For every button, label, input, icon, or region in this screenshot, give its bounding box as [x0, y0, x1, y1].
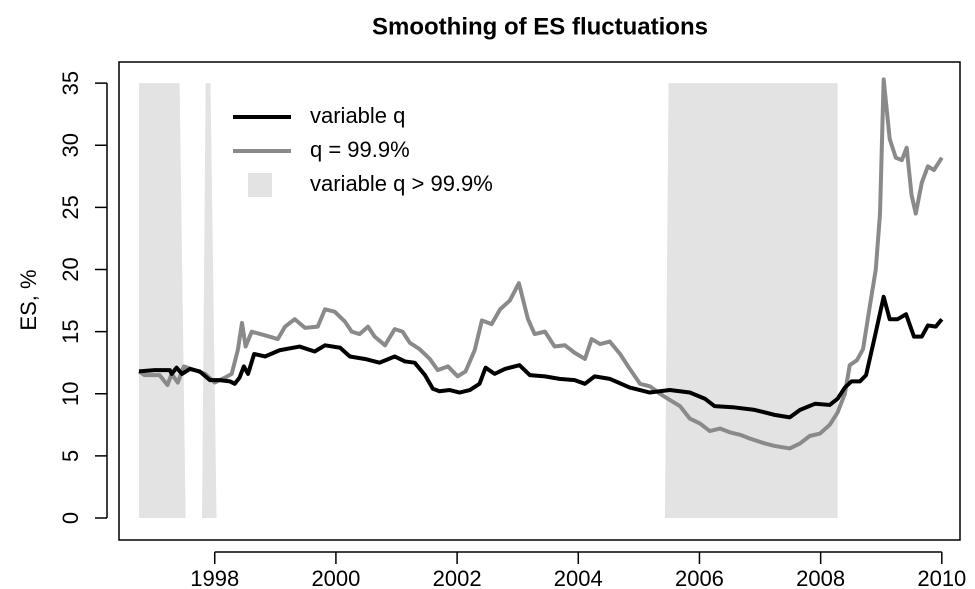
line: [138, 294, 944, 420]
y-axis-label: ES, %: [16, 269, 41, 330]
plot-frame: [118, 61, 961, 541]
legend-label: variable q: [310, 103, 405, 128]
x-tick-label: 2006: [675, 566, 724, 589]
legend-label: variable q > 99.9%: [310, 171, 493, 196]
legend-swatch: [248, 173, 272, 197]
chart-title: Smoothing of ES fluctuations: [372, 13, 708, 40]
x-tick-label: 1998: [190, 566, 239, 589]
y-tick-label: 30: [58, 133, 83, 157]
y-tick-label: 15: [58, 319, 83, 343]
y-tick-label: 35: [58, 71, 83, 95]
x-tick-label: 2010: [917, 566, 966, 589]
shaded-region: [138, 83, 186, 519]
y-tick-label: 0: [58, 512, 83, 524]
shaded-region: [202, 83, 217, 519]
y-tick-label: 5: [58, 450, 83, 462]
line: [137, 77, 944, 451]
y-tick-label: 20: [58, 257, 83, 281]
legend-label: q = 99.9%: [310, 137, 410, 162]
shaded-region: [664, 83, 838, 519]
y-tick-label: 10: [58, 382, 83, 406]
x-tick-label: 2002: [433, 566, 482, 589]
y-tick-label: 25: [58, 195, 83, 219]
x-tick-label: 2000: [311, 566, 360, 589]
x-tick-label: 2008: [796, 566, 845, 589]
x-tick-label: 2004: [554, 566, 603, 589]
